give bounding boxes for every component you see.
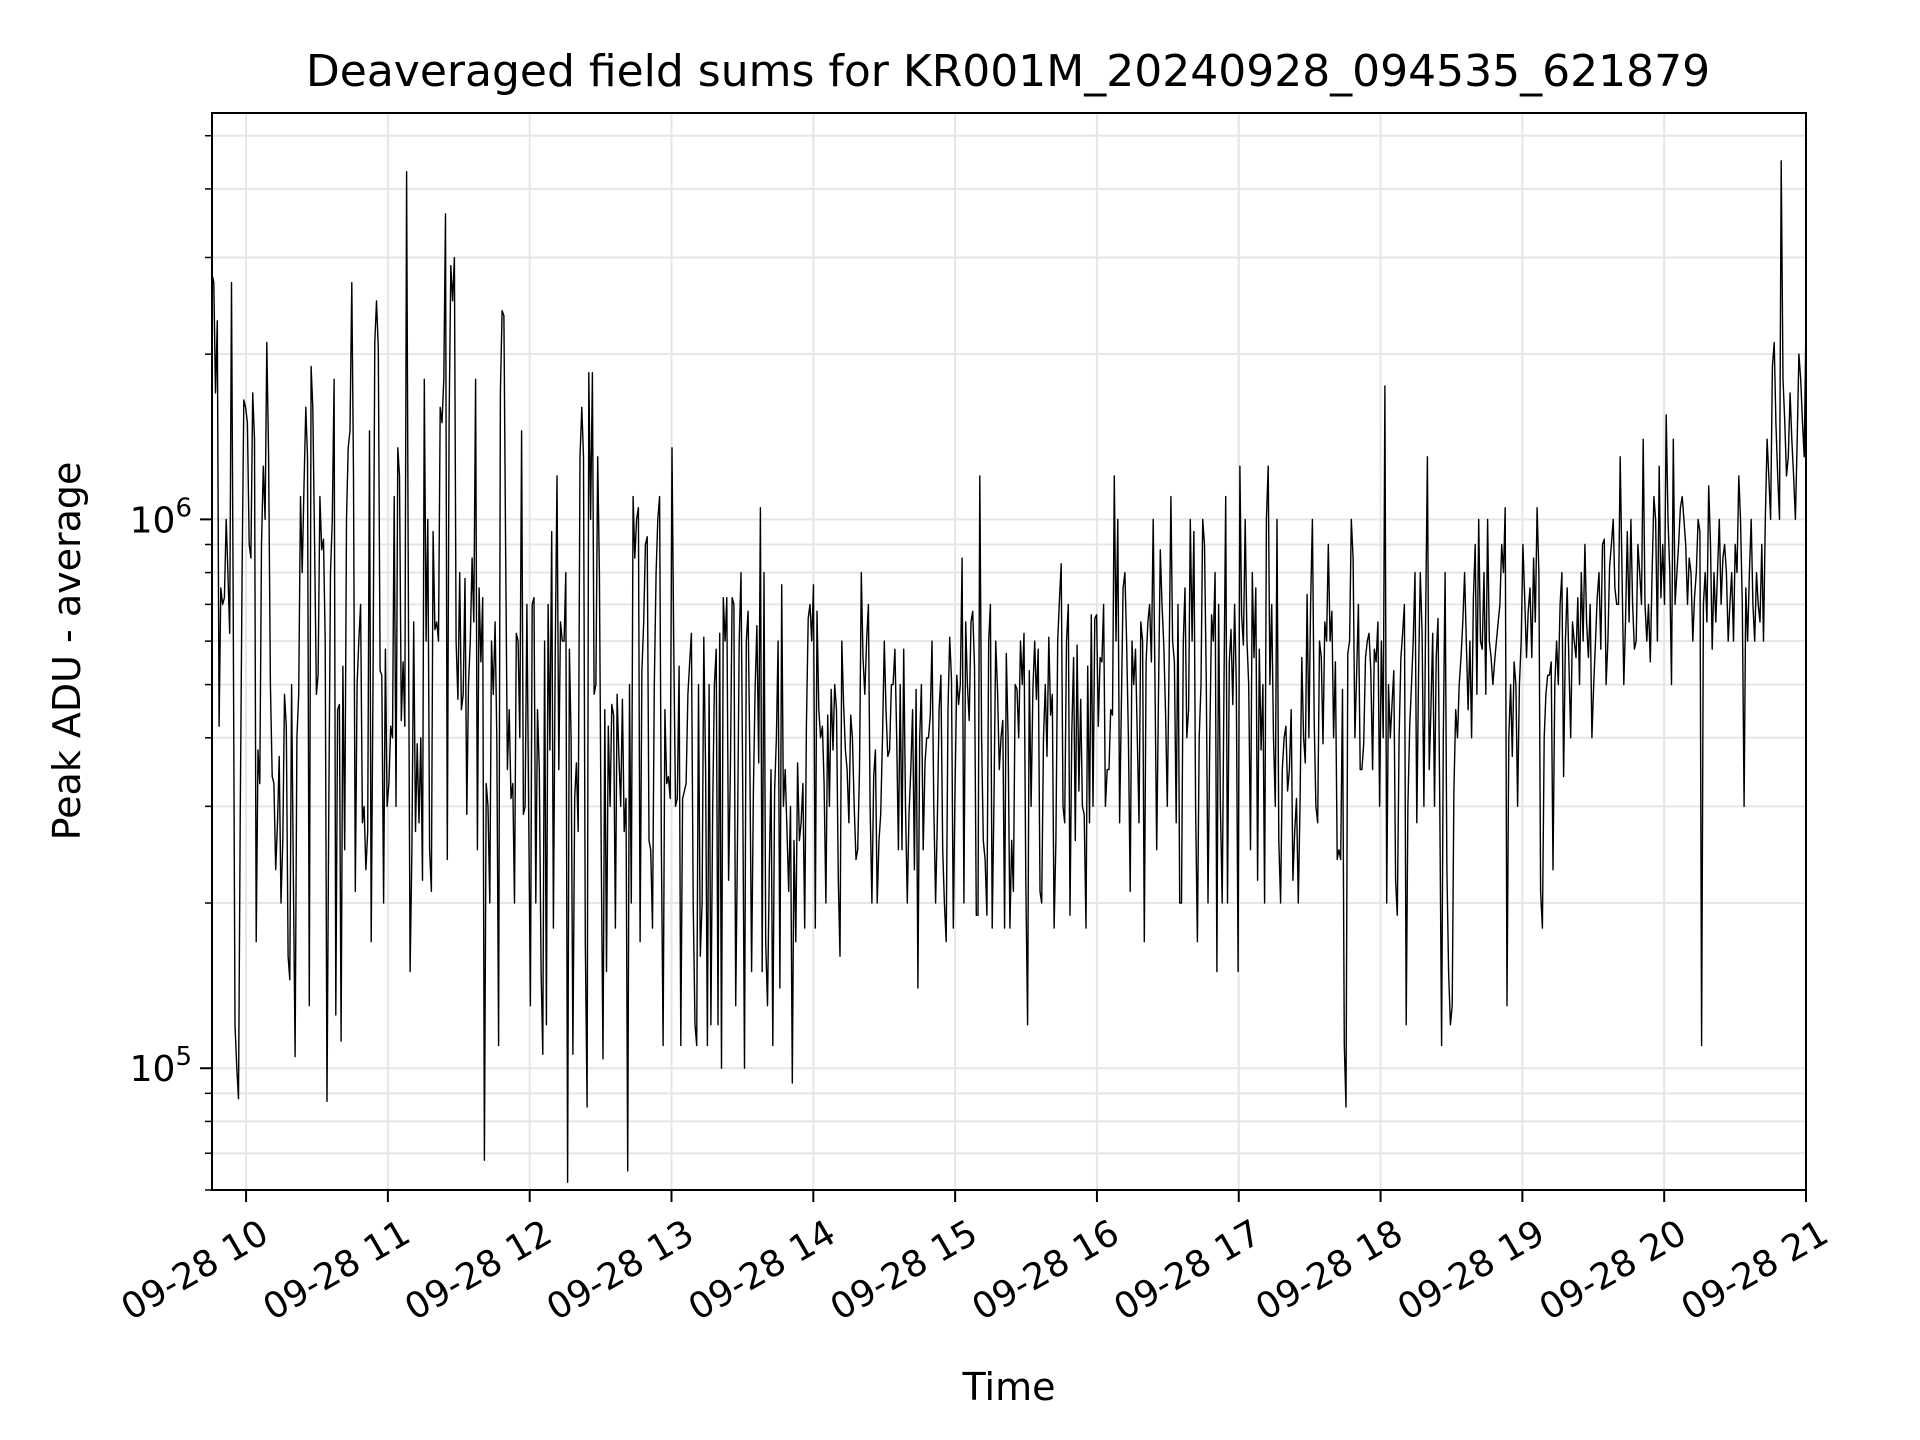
- y-tick-exponent: 6: [175, 493, 192, 523]
- x-tick-label: 09-28 17: [1107, 1212, 1268, 1328]
- x-tick-label: 09-28 15: [824, 1212, 985, 1328]
- series-line-group: [211, 160, 1807, 1183]
- x-tick-label: 09-28 20: [1533, 1212, 1694, 1328]
- x-tick-label: 09-28 10: [115, 1212, 276, 1328]
- series-line-0: [211, 160, 1807, 1183]
- x-tick-label: 09-28 11: [257, 1212, 418, 1328]
- x-axis-label: Time: [962, 1365, 1056, 1409]
- y-tick-label: 105: [130, 1042, 192, 1090]
- x-tick-label: 09-28 12: [398, 1212, 559, 1328]
- x-tick-label: 09-28 21: [1675, 1212, 1836, 1328]
- x-tick-label: 09-28 14: [682, 1212, 843, 1328]
- plot-frame: [211, 112, 1807, 1191]
- x-tick-label: 09-28 18: [1249, 1212, 1410, 1328]
- y-tick-label: 106: [130, 493, 192, 541]
- chart-title: Deaveraged field sums for KR001M_2024092…: [306, 46, 1710, 97]
- x-tick-label: 09-28 16: [966, 1212, 1127, 1328]
- x-tick-label: 09-28 19: [1391, 1212, 1552, 1328]
- y-tick-base: 10: [130, 500, 176, 541]
- x-tick-label: 09-28 13: [540, 1212, 701, 1328]
- y-tick-exponent: 5: [175, 1042, 192, 1072]
- y-axis-label: Peak ADU - average: [45, 462, 89, 841]
- y-tick-base: 10: [130, 1049, 176, 1090]
